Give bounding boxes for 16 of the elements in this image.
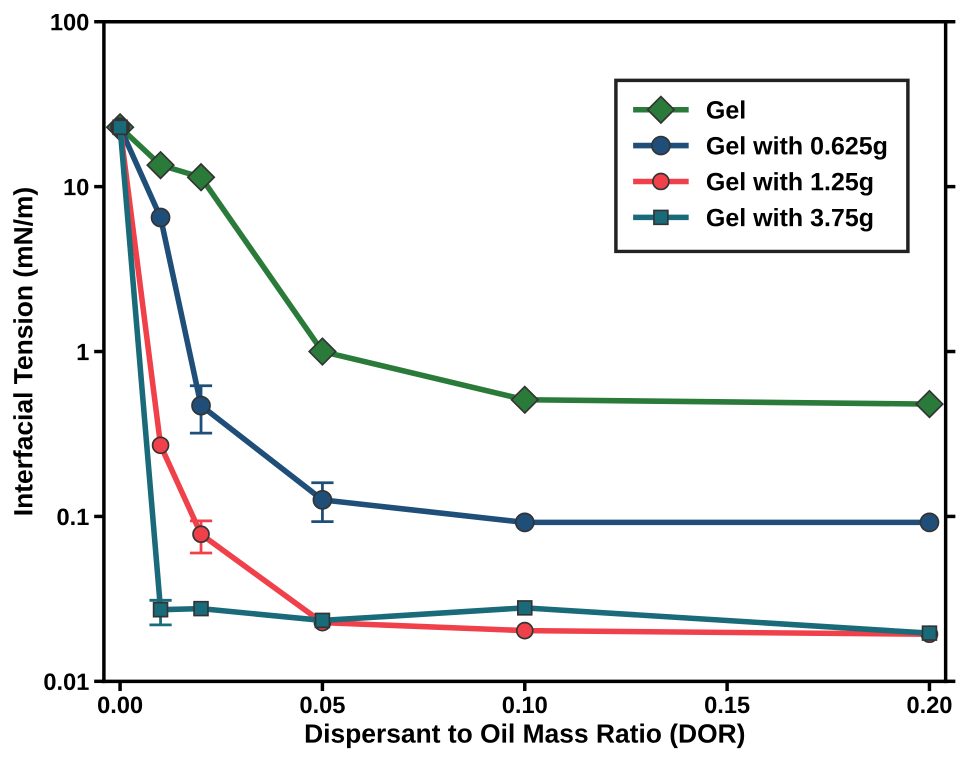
x-tick-label: 0.20	[907, 696, 952, 714]
x-tick-label: 0.10	[502, 696, 547, 714]
x-axis-title: Dispersant to Oil Mass Ratio (DOR)	[306, 723, 744, 748]
y-tick-label: 10	[64, 178, 88, 196]
x-tick-label: 0.15	[705, 696, 750, 714]
legend-label: Gel with 0.625g	[706, 136, 886, 160]
legend-label: Gel with 3.75g	[706, 208, 872, 232]
y-tick-label: 1	[78, 344, 89, 360]
x-tick-label: 0.00	[98, 696, 142, 714]
y-axis-title: Interfacial Tension (mN/m)	[13, 188, 38, 514]
y-tick-label: 0.01	[44, 673, 89, 690]
legend-label: Gel with 1.25g	[706, 172, 872, 196]
legend-label: Gel	[706, 100, 744, 119]
y-tick-label: 0.1	[57, 508, 89, 526]
x-tick-label: 0.05	[300, 696, 345, 714]
y-tick-label: 100	[51, 14, 88, 31]
